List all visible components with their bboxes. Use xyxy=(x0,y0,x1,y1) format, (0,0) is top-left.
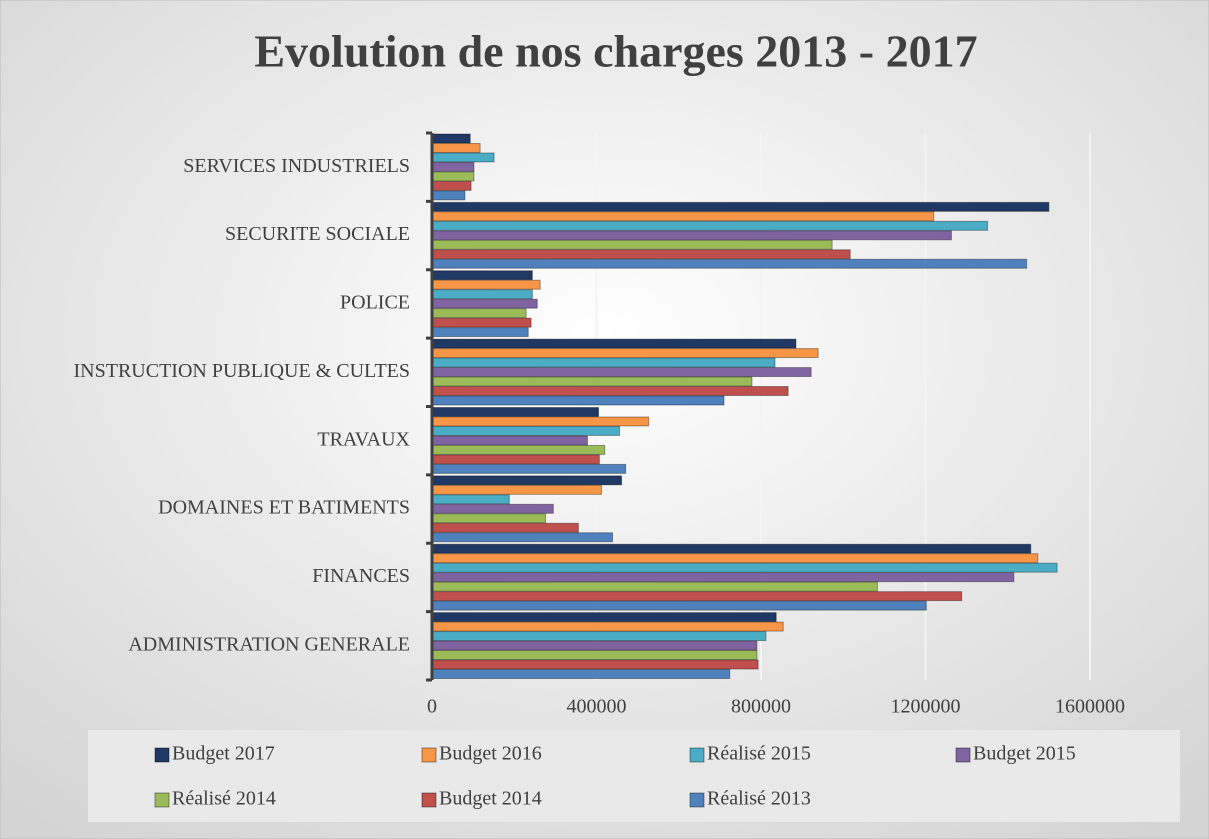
y-tick-label: TRAVAUX xyxy=(317,428,410,450)
legend-label: Réalisé 2014 xyxy=(172,788,276,810)
y-tick-label: SECURITE SOCIALE xyxy=(225,223,410,245)
bar xyxy=(431,239,833,250)
bar xyxy=(431,407,600,417)
bar xyxy=(431,308,527,319)
bar xyxy=(431,640,758,651)
legend-label: Budget 2017 xyxy=(172,743,275,765)
bar xyxy=(431,572,1015,583)
bar xyxy=(431,201,1050,212)
x-tick-label: 1200000 xyxy=(891,696,961,718)
bar xyxy=(431,270,533,281)
bar xyxy=(431,600,927,611)
bar xyxy=(431,631,767,642)
x-tick-label: 400000 xyxy=(567,696,627,718)
bar xyxy=(431,475,623,486)
legend-label: Budget 2015 xyxy=(973,743,1076,765)
bar xyxy=(431,230,952,241)
legend-swatch xyxy=(421,792,437,808)
legend-swatch xyxy=(689,792,705,808)
bar xyxy=(431,338,797,349)
bar xyxy=(431,367,812,378)
bar xyxy=(431,669,731,680)
bar xyxy=(431,591,963,602)
bar xyxy=(431,211,935,222)
chart-title: Evolution de nos charges 2013 - 2017 xyxy=(254,26,977,77)
bar xyxy=(431,376,753,387)
y-tick-label: INSTRUCTION PUBLIQUE & CULTES xyxy=(74,360,411,382)
bar xyxy=(431,612,777,623)
bar xyxy=(431,180,472,191)
legend-swatch xyxy=(689,747,705,763)
bar xyxy=(431,161,475,172)
bar xyxy=(431,142,481,153)
bar xyxy=(431,190,466,201)
y-tick-label: POLICE xyxy=(340,292,410,314)
bar xyxy=(431,444,606,455)
bar xyxy=(431,220,989,231)
bar xyxy=(431,659,759,670)
bar xyxy=(431,650,758,661)
bar xyxy=(431,484,602,495)
bar xyxy=(431,317,532,328)
bar xyxy=(431,289,533,300)
bar xyxy=(431,522,579,533)
bar xyxy=(431,249,851,260)
legend-swatch xyxy=(421,747,437,763)
y-tick-label: ADMINISTRATION GENERALE xyxy=(128,633,410,655)
bar xyxy=(431,357,776,368)
bar xyxy=(431,133,471,144)
bar xyxy=(431,327,529,338)
legend-label: Réalisé 2015 xyxy=(707,743,811,765)
bar xyxy=(431,171,475,182)
bar xyxy=(431,532,614,543)
bar xyxy=(431,494,510,505)
legend-swatch xyxy=(154,792,170,808)
bar xyxy=(431,562,1058,573)
bar xyxy=(431,348,819,359)
legend-label: Budget 2016 xyxy=(439,743,542,765)
bar xyxy=(431,298,538,309)
legend-swatch xyxy=(955,747,971,763)
x-tick-label: 800000 xyxy=(731,696,791,718)
y-tick-label: SERVICES INDUSTRIELS xyxy=(183,155,410,177)
y-tick-label: FINANCES xyxy=(312,565,410,587)
bar xyxy=(431,621,784,632)
bar xyxy=(431,386,789,397)
legend-label: Réalisé 2013 xyxy=(707,788,811,810)
bar xyxy=(431,581,878,592)
x-tick-label: 1600000 xyxy=(1055,696,1125,718)
bar xyxy=(431,463,627,474)
bar xyxy=(431,435,588,446)
bar xyxy=(431,454,600,465)
bar xyxy=(431,279,541,290)
bar xyxy=(431,513,547,524)
bar xyxy=(431,395,725,406)
bar xyxy=(431,425,621,436)
legend-label: Budget 2014 xyxy=(439,788,542,810)
bar xyxy=(431,152,495,163)
bar xyxy=(431,503,554,514)
x-tick-label: 0 xyxy=(427,696,437,718)
bar xyxy=(431,416,650,427)
bar xyxy=(431,553,1039,564)
legend-box xyxy=(88,730,1180,822)
y-tick-label: DOMAINES ET BATIMENTS xyxy=(158,497,410,519)
legend-swatch xyxy=(154,747,170,763)
bar xyxy=(431,543,1032,554)
bar xyxy=(431,258,1028,269)
